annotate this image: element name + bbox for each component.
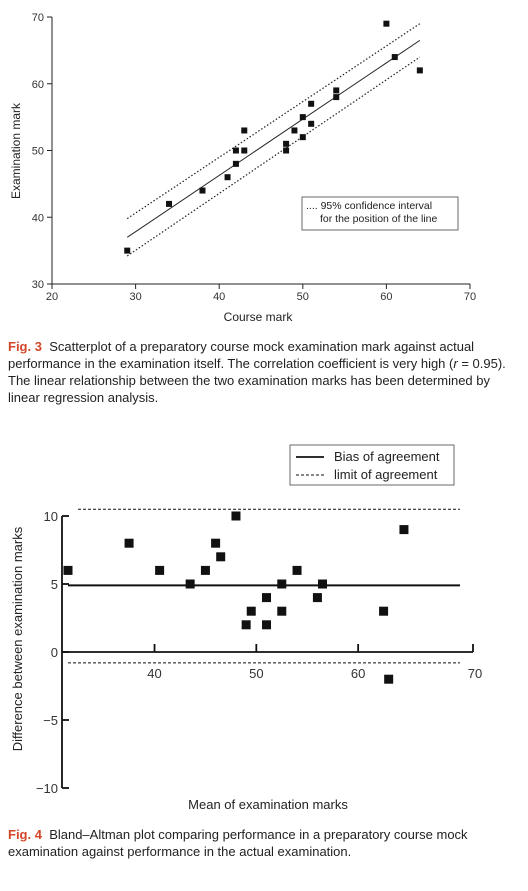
fig3-x-tick-label: 20 [46, 291, 58, 303]
fig4-y-tick-label: 10 [44, 509, 58, 524]
fig3-ci-upper-line [126, 23, 421, 220]
fig4-axes: −10 −5 0 5 10 40 50 60 70 [36, 509, 482, 796]
fig3-caption-text-a: Scatterplot of a preparatory course mock… [8, 339, 475, 371]
fig4-legend-box [289, 444, 455, 486]
fig3-data-point [224, 174, 231, 181]
bland-altman-fig4: −10 −5 0 5 10 40 50 60 70 Bias of agreement limi… [10, 444, 482, 812]
fig3-data-point [333, 87, 340, 94]
fig3-data-point [199, 187, 206, 194]
fig3-caption-r: r [453, 356, 458, 371]
fig4-caption: Fig. 4 Bland–Altman plot comparing perfo… [8, 826, 513, 860]
fig3-data-point [124, 247, 131, 254]
fig4-y-tick-label: 5 [51, 577, 58, 592]
fig4-data-point [185, 579, 195, 589]
fig4-data-point [384, 674, 394, 684]
fig3-x-tick-label: 60 [380, 291, 392, 303]
fig3-y-tick-label: 50 [32, 146, 44, 158]
fig3-data-point [383, 20, 390, 27]
fig4-data-point [262, 620, 272, 630]
fig4-lines [68, 508, 460, 664]
fig3-data-point [391, 54, 398, 61]
fig4-data-point [241, 620, 251, 630]
fig4-x-tick-label: 50 [249, 666, 263, 681]
fig3-y-tick-label: 70 [32, 12, 44, 24]
fig3-legend-line-2: for the position of the line [320, 213, 437, 225]
fig3-lines [126, 23, 421, 257]
fig4-data-point [262, 593, 272, 603]
fig4-data-point [292, 565, 302, 575]
fig4-caption-text: Bland–Altman plot comparing performance … [8, 827, 468, 859]
fig3-data-point [299, 134, 306, 141]
fig4-data-point [200, 565, 210, 575]
fig3-data-point [241, 127, 248, 134]
fig3-data-point [283, 147, 290, 154]
fig4-caption-label: Fig. 4 [8, 827, 42, 842]
fig4-points [63, 511, 409, 684]
fig3-data-point [308, 100, 315, 107]
fig3-data-point [308, 120, 315, 127]
fig3-xlabel: Course mark [224, 310, 294, 324]
fig3-legend: .... 95% confidence interval for the pos… [301, 196, 459, 231]
fig3-data-point [291, 127, 298, 134]
fig4-data-point [277, 579, 287, 589]
fig4-data-point [246, 606, 256, 616]
fig3-data-point [166, 200, 173, 207]
fig4-data-point [318, 579, 327, 589]
fig3-legend-line-1: .... 95% confidence interval [306, 200, 432, 212]
fig4-data-point [277, 606, 287, 616]
fig4-ylabel: Difference between examination marks [10, 526, 25, 751]
fig3-y-tick-label: 40 [32, 212, 44, 224]
fig4-y-tick-label: 0 [51, 645, 58, 660]
fig4-data-point [63, 565, 73, 575]
fig4-x-tick-label: 60 [351, 666, 365, 681]
fig4-data-point [399, 525, 409, 535]
fig3-data-point [232, 147, 239, 154]
fig4-legend-limit-label: limit of agreement [334, 467, 438, 482]
fig3-caption-text-b: = 0.95). The linear relationship between… [8, 356, 506, 405]
fig3-points [124, 20, 423, 254]
fig4-data-point [216, 552, 226, 562]
fig3-data-point [333, 94, 340, 101]
fig3-ci-lower-line [126, 56, 421, 257]
fig3-caption: Fig. 3 Scatterplot of a preparatory cour… [8, 338, 513, 406]
fig3-y-tick-label: 60 [32, 79, 44, 91]
fig4-x-tick-label: 70 [468, 666, 482, 681]
fig4-xlabel: Mean of examination marks [188, 797, 348, 812]
fig4-data-point [379, 606, 389, 616]
fig3-legend-box [301, 196, 459, 231]
fig3-caption-label: Fig. 3 [8, 339, 42, 354]
fig3-data-point [232, 160, 239, 167]
fig3-x-tick-label: 30 [129, 291, 141, 303]
fig4-y-tick-label: −5 [43, 713, 58, 728]
fig4-legend-bias-label: Bias of agreement [334, 449, 440, 464]
fig3-ylabel: Examination mark [9, 102, 23, 199]
fig3-regression-line [126, 39, 421, 238]
fig4-data-point [312, 593, 322, 603]
fig3-x-tick-label: 70 [464, 291, 476, 303]
fig3-data-point [416, 67, 423, 74]
fig4-y-tick-label: −10 [36, 781, 58, 796]
fig3-x-tick-label: 40 [213, 291, 225, 303]
fig4-data-point [124, 538, 134, 548]
fig3-data-point [283, 140, 290, 147]
fig4-legend: Bias of agreement limit of agreement [289, 444, 455, 486]
fig4-x-tick-label: 40 [147, 666, 161, 681]
fig3-y-tick-label: 30 [32, 279, 44, 291]
fig4-data-point [231, 511, 241, 521]
fig3-data-point [241, 147, 248, 154]
fig4-data-point [211, 538, 221, 548]
fig3-data-point [299, 114, 306, 121]
fig3-x-tick-label: 50 [297, 291, 309, 303]
fig4-data-point [155, 565, 165, 575]
